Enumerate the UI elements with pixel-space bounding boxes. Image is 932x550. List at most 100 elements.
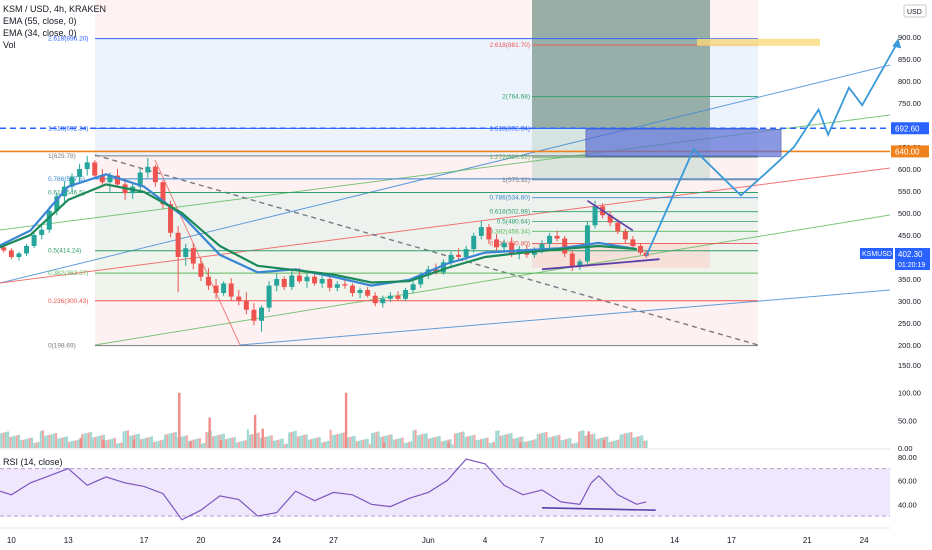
- volume-bar: [15, 435, 18, 448]
- volume-bar: [11, 436, 14, 448]
- volume-spike: [519, 442, 522, 448]
- candle-body: [493, 239, 499, 248]
- volume-bar: [395, 439, 398, 448]
- volume-bar: [185, 435, 188, 448]
- volume-bar: [281, 438, 284, 448]
- dashed-downtrend: [94, 154, 759, 346]
- candle-body: [145, 166, 151, 173]
- volume-bar: [177, 437, 180, 448]
- volume-bar: [473, 434, 476, 448]
- volume-bar: [545, 431, 548, 448]
- volume-bar: [70, 441, 73, 448]
- volume-bar: [113, 438, 116, 448]
- volume-bar: [183, 435, 186, 448]
- price-marker-label: 640.00: [895, 147, 920, 156]
- volume-bar: [96, 436, 99, 448]
- volume-bar: [384, 435, 387, 448]
- price-tick-label: 800.00: [898, 77, 921, 86]
- volume-bar: [338, 433, 341, 448]
- volume-bar: [194, 439, 197, 448]
- channel-mid-red: [0, 167, 891, 284]
- candle-body: [554, 235, 560, 239]
- candle-body: [281, 279, 287, 287]
- candle-body: [547, 235, 553, 244]
- price-tick-label: 450.00: [898, 231, 921, 240]
- volume-bar: [28, 438, 31, 448]
- volume-bar: [558, 434, 561, 448]
- volume-legend: Vol: [3, 40, 16, 50]
- volume-bar: [469, 435, 472, 448]
- candle-body: [77, 169, 83, 177]
- candle-body: [8, 250, 14, 257]
- volume-bar: [105, 440, 108, 448]
- volume-bar: [584, 435, 587, 448]
- time-tick-label: 27: [329, 536, 338, 545]
- volume-bar: [336, 434, 339, 448]
- time-tick-label: 10: [7, 536, 16, 545]
- volume-bar: [314, 438, 317, 448]
- candle-body: [584, 225, 590, 262]
- fib-major-label: 0.5(414.24): [48, 248, 81, 255]
- fib-major-label: 0.786(577.5): [48, 176, 85, 183]
- last-price-symbol: KSMUSD: [862, 251, 892, 258]
- volume-bar: [76, 439, 79, 448]
- fib-minor-label: 0.5(480.64): [497, 219, 530, 226]
- volume-bar: [412, 430, 415, 448]
- candle-body: [198, 263, 204, 277]
- volume-bar: [59, 438, 62, 448]
- candle-body: [92, 162, 98, 176]
- fib-minor-label: 1.618(692.34): [490, 125, 530, 132]
- candle-body: [152, 166, 158, 183]
- candle-body: [107, 175, 113, 183]
- volume-bar: [401, 437, 404, 448]
- volume-bar: [460, 431, 463, 448]
- volume-bar: [556, 435, 559, 448]
- candle-body: [266, 285, 272, 308]
- volume-bars: 150.00 100.00 50.00 0.00: [0, 361, 921, 453]
- volume-bar: [521, 436, 524, 448]
- volume-bar: [357, 440, 360, 448]
- candle-body: [380, 298, 386, 304]
- volume-bar: [416, 435, 419, 448]
- volume-bar: [172, 432, 175, 448]
- candle-body: [577, 261, 583, 267]
- candle-body: [622, 231, 628, 240]
- time-tick-label: 14: [670, 536, 679, 545]
- volume-bar: [397, 438, 400, 448]
- rsi-tick-label: 80.00: [898, 453, 917, 462]
- volume-bar: [48, 434, 51, 448]
- candle-body: [304, 276, 310, 282]
- ema34-legend: EMA (34, close, 0): [3, 28, 77, 38]
- volume-bar: [52, 433, 55, 448]
- volume-bar: [264, 436, 267, 448]
- volume-bar: [342, 432, 345, 448]
- price-tick-label: 350.00: [898, 275, 921, 284]
- volume-bar: [536, 434, 539, 448]
- volume-bar: [449, 439, 452, 448]
- volume-tick-label: 100.00: [898, 389, 921, 398]
- volume-bar: [216, 435, 219, 448]
- fib-major-label: 1(629.78): [48, 153, 76, 160]
- volume-bar: [305, 434, 308, 448]
- price-marker-label: 692.60: [895, 124, 920, 133]
- volume-bar: [107, 439, 110, 448]
- volume-bar: [551, 436, 554, 448]
- time-axis: 101317202427Jun47101417212428: [0, 527, 890, 545]
- volume-bar: [438, 435, 441, 448]
- volume-bar: [229, 438, 232, 448]
- volume-bar: [203, 443, 206, 448]
- volume-bar: [259, 438, 262, 448]
- volume-bar: [560, 440, 563, 448]
- volume-bar: [377, 431, 380, 448]
- volume-bar: [484, 438, 487, 448]
- volume-bar: [523, 441, 526, 448]
- candle-body: [175, 232, 181, 257]
- volume-bar: [490, 442, 493, 448]
- volume-spike: [261, 428, 264, 448]
- volume-bar: [296, 436, 299, 448]
- volume-bar: [486, 437, 489, 448]
- volume-bar: [142, 438, 145, 448]
- volume-bar: [475, 440, 478, 448]
- currency-badge: USD: [907, 9, 922, 16]
- fib-minor-label: 1(575.32): [502, 177, 530, 184]
